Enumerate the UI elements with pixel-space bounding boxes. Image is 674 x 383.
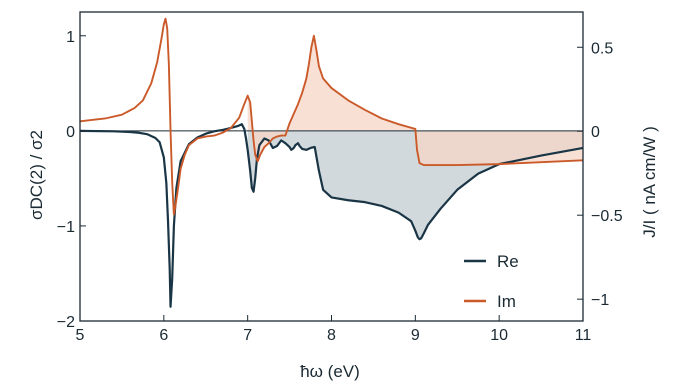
x-axis-label: ħω (eV) [300, 362, 360, 381]
series-fill-im [247, 35, 583, 166]
y-axis-label-right: J/I ( nA cm/W ) [640, 126, 659, 237]
series-line-re [79, 123, 584, 308]
y-axis-left: −2 −1 0 1 [57, 29, 86, 331]
x-tick-label: 7 [243, 327, 252, 344]
y-tick-label-left: 0 [66, 124, 75, 141]
y-tick-label-left: −2 [57, 314, 75, 331]
x-tick-label: 9 [411, 327, 420, 344]
y-axis-right: −1 −0.5 0 0.5 [577, 40, 623, 309]
x-tick-label: 5 [76, 327, 85, 344]
legend: Re Im [464, 252, 519, 311]
y-axis-label-left: σDC(2) / σ2 [27, 130, 46, 220]
y-tick-label-left: −1 [57, 219, 75, 236]
y-tick-label-left: 1 [66, 29, 75, 46]
x-axis: 5 6 7 8 9 10 11 [76, 315, 592, 344]
x-tick-label: 11 [575, 327, 592, 344]
series-lines [79, 17, 584, 308]
x-tick-label: 6 [159, 327, 168, 344]
legend-label-re: Re [497, 252, 519, 271]
x-tick-label: 8 [327, 327, 336, 344]
fill-layer [247, 35, 583, 240]
y-tick-label-right: 0 [591, 124, 600, 141]
y-tick-label-right: −1 [591, 292, 609, 309]
x-tick-label: 10 [490, 327, 508, 344]
series-line-im [79, 17, 584, 216]
legend-label-im: Im [497, 292, 516, 311]
y-tick-label-right: −0.5 [591, 208, 623, 225]
y-tick-label-right: 0.5 [591, 40, 613, 57]
